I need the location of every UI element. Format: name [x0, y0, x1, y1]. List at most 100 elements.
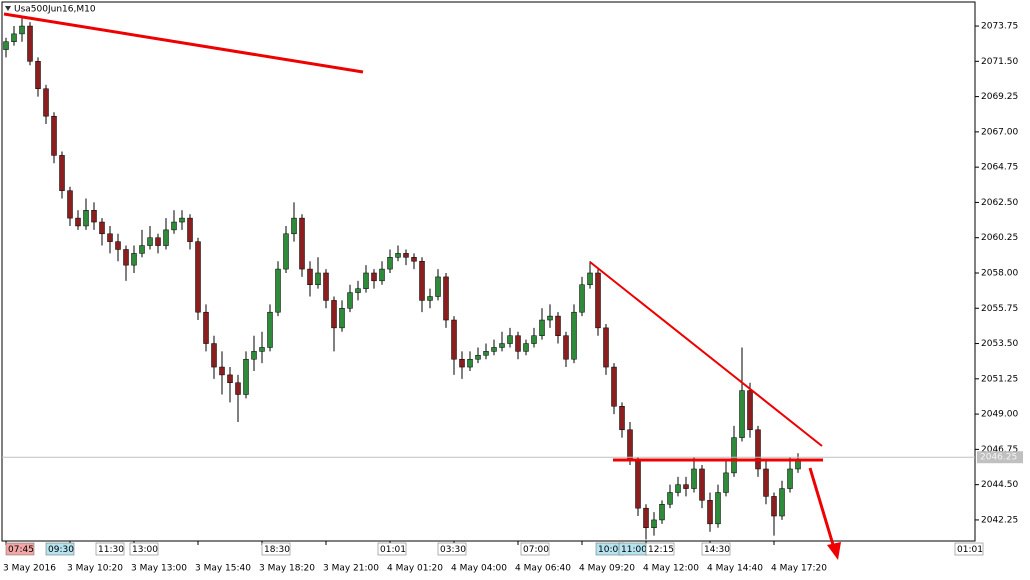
candle-body: [419, 260, 425, 301]
y-tick-label: 2044.50: [981, 480, 1018, 490]
x-tick-label: 4 May 04:00: [451, 564, 507, 574]
y-tick-label: 2055.75: [981, 304, 1018, 314]
event-marker: [437, 542, 467, 556]
event-marker: [261, 542, 291, 556]
x-tick-label: 4 May 01:20: [387, 564, 443, 574]
event-label: 14:30: [704, 545, 730, 555]
x-tick-label: 4 May 12:00: [643, 564, 699, 574]
candle-body: [675, 484, 681, 493]
chart-title: Usa500Jun16,M10: [14, 5, 96, 15]
candle-body: [611, 366, 617, 407]
arrow-shaft: [808, 467, 836, 549]
candle-body: [571, 311, 577, 360]
y-tick-label: 2049.00: [981, 410, 1018, 420]
candle-body: [203, 311, 209, 344]
candle-body: [43, 88, 49, 117]
y-tick-label: 2071.50: [981, 57, 1018, 67]
candle-body: [155, 237, 161, 246]
candle-body: [91, 210, 97, 223]
event-marker: [45, 542, 75, 556]
candle-body: [35, 61, 41, 90]
candle-body: [515, 335, 521, 352]
event-label: 01:01: [957, 545, 983, 555]
candle-body: [315, 272, 321, 285]
candle-body: [275, 268, 281, 313]
candle-body: [403, 253, 409, 258]
candle-body: [251, 351, 257, 360]
event-marker: [129, 542, 159, 556]
marks: [3, 18, 801, 540]
candle-body: [763, 468, 769, 497]
candle-body: [243, 358, 249, 395]
candle-body: [51, 115, 57, 156]
candle-body: [555, 315, 561, 336]
trend-line: [3, 12, 364, 74]
event-marker: [5, 542, 35, 556]
candle-body: [691, 468, 697, 489]
candle-body: [411, 257, 417, 262]
candle-body: [187, 217, 193, 242]
candle-body: [667, 492, 673, 505]
candle-body: [491, 347, 497, 352]
candle-body: [163, 229, 169, 246]
event-marker: [954, 542, 984, 556]
candle-body: [59, 155, 65, 191]
y-tick-label: 2051.25: [981, 374, 1018, 384]
y-tick-label: 2058.00: [981, 268, 1018, 278]
candle-body: [451, 319, 457, 360]
candle-body: [531, 335, 537, 344]
candle-body: [459, 358, 465, 368]
candle-body: [683, 484, 689, 489]
candle-body: [547, 315, 553, 321]
candle-body: [587, 272, 593, 285]
candle-body: [387, 257, 393, 270]
x-tick-label: 3 May 21:00: [323, 564, 379, 574]
candle-body: [707, 500, 713, 525]
candle-body: [11, 33, 17, 42]
candle-body: [19, 25, 25, 35]
candle-body: [715, 492, 721, 525]
candle-body: [107, 233, 113, 242]
x-tick-label: 3 May 18:20: [259, 564, 315, 574]
event-marker: [520, 542, 550, 556]
candle-body: [579, 284, 585, 313]
candle-body: [739, 390, 745, 438]
y-tick-label: 2069.25: [981, 92, 1018, 102]
candle-body: [659, 504, 665, 521]
candle-body: [475, 355, 481, 360]
candle-body: [67, 190, 73, 219]
event-label: 07:45: [8, 545, 34, 555]
candle-body: [771, 496, 777, 517]
candle-body: [363, 272, 369, 289]
x-tick-label: 4 May 14:40: [707, 564, 763, 574]
candle-body: [331, 300, 337, 329]
event-marker: [95, 542, 125, 556]
candle-body: [355, 288, 361, 293]
event-label: 10:00: [598, 545, 624, 555]
candle-body: [115, 241, 121, 250]
candle-body: [139, 245, 145, 254]
candle-body: [603, 327, 609, 368]
candle-body: [699, 468, 705, 501]
event-label: 12:15: [648, 545, 674, 555]
bid-label-box: [977, 451, 1023, 464]
candle-body: [507, 335, 513, 344]
candle-body: [371, 272, 377, 282]
candle-body: [259, 347, 265, 352]
candle-body: [291, 217, 297, 235]
x-tick-label: 3 May 2016: [3, 564, 56, 574]
candle-body: [499, 343, 505, 348]
candle-body: [627, 429, 633, 462]
candle-body: [323, 272, 329, 301]
candle-body: [227, 374, 233, 383]
y-tick-label: 2064.75: [981, 163, 1018, 173]
candle-body: [643, 507, 649, 529]
candle-body: [595, 272, 601, 329]
event-label: 01:01: [380, 545, 406, 555]
event-label: 11:00: [621, 545, 647, 555]
x-tick-label: 4 May 06:40: [515, 564, 571, 574]
candle-body: [147, 237, 153, 246]
candle-body: [395, 253, 401, 258]
arrow-head: [827, 542, 841, 560]
